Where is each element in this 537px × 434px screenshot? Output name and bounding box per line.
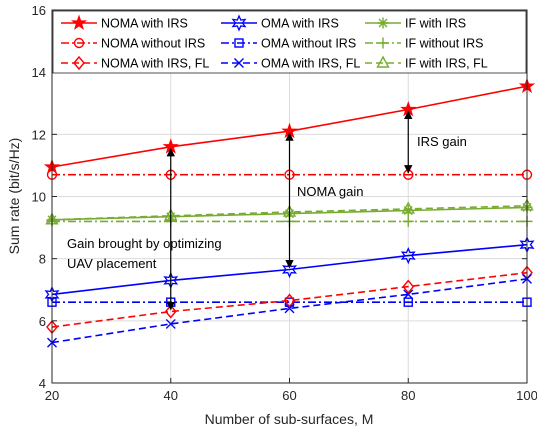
y-tick-label: 14 [32, 65, 46, 80]
data-point [400, 247, 416, 265]
data-point [281, 260, 298, 279]
legend-marker [376, 55, 390, 68]
legend-item-9: IF with IRS, FL [365, 55, 488, 71]
data-point [403, 297, 413, 307]
x-tick-label: 100 [516, 388, 537, 403]
data-point [402, 215, 414, 227]
data-point [402, 279, 415, 294]
legend-item-4: NOMA without IRS [61, 37, 205, 51]
data-point [403, 289, 414, 300]
annotations: IRS gain NOMA gain Gain brought by optimiz… [67, 110, 467, 311]
x-tick-label: 80 [401, 388, 415, 403]
y-tick-label: 16 [32, 3, 46, 18]
legend-marker [73, 55, 85, 71]
y-axis-label: Sum rate (bit/s/Hz) [6, 138, 22, 255]
legend-label: IF with IRS [405, 17, 466, 31]
legend-label: NOMA without IRS [101, 37, 205, 51]
y-tick-label: 8 [39, 252, 46, 267]
legend-label: IF with IRS, FL [405, 57, 488, 71]
legend-marker [70, 14, 88, 30]
annotation-text: NOMA gain [297, 184, 363, 199]
legend-item-7: NOMA with IRS, FL [61, 55, 209, 71]
legend-label: OMA with IRS, FL [261, 57, 360, 71]
y-tick-label: 10 [32, 190, 46, 205]
legend-label: OMA with IRS [261, 17, 339, 31]
x-tick-label: 60 [282, 388, 296, 403]
y-tick-label: 4 [39, 376, 46, 391]
series-line [51, 271, 528, 328]
y-tick-label: 12 [32, 127, 46, 142]
legend-item-2: OMA with IRS [221, 14, 339, 32]
legend-box [52, 10, 527, 74]
series-layer [43, 77, 536, 348]
legend-item-8: OMA with IRS, FL [221, 57, 360, 71]
legend-marker [377, 17, 389, 29]
data-point [402, 204, 414, 216]
legend-label: IF without IRS [405, 37, 484, 51]
legend-label: OMA without IRS [261, 37, 356, 51]
legend-item-1: NOMA with IRS [61, 14, 188, 31]
legend: NOMA with IRS OMA with IRS IF with IRS NOMA… [52, 10, 527, 74]
legend-label: NOMA with IRS [101, 17, 188, 31]
legend-item-6: IF without IRS [365, 37, 484, 51]
legend-marker [234, 38, 244, 48]
annotation-text: IRS gain [417, 134, 467, 149]
legend-label: NOMA with IRS, FL [101, 57, 209, 71]
x-tick-label: 20 [45, 388, 59, 403]
data-point [284, 303, 295, 314]
legend-marker [377, 37, 389, 49]
data-point [165, 318, 176, 329]
series-line [51, 243, 528, 296]
series-line [51, 278, 528, 344]
data-point [283, 293, 296, 308]
legend-marker [231, 14, 247, 32]
legend-marker [234, 58, 244, 68]
series-8 [47, 273, 532, 348]
legend-item-5: OMA without IRS [221, 37, 356, 51]
y-tick-label: 6 [39, 314, 46, 329]
x-axis-label: Number of sub-surfaces, M [205, 411, 374, 427]
data-point [401, 201, 415, 214]
annotation-text: UAV placement [67, 256, 157, 271]
axis-ticks: 20 40 60 80 100 4 6 8 10 12 14 16 [32, 3, 537, 403]
legend-marker [73, 37, 85, 49]
legend-item-3: IF with IRS [365, 17, 466, 31]
x-tick-label: 40 [164, 388, 178, 403]
annotation-text: Gain brought by optimizing [67, 236, 222, 251]
